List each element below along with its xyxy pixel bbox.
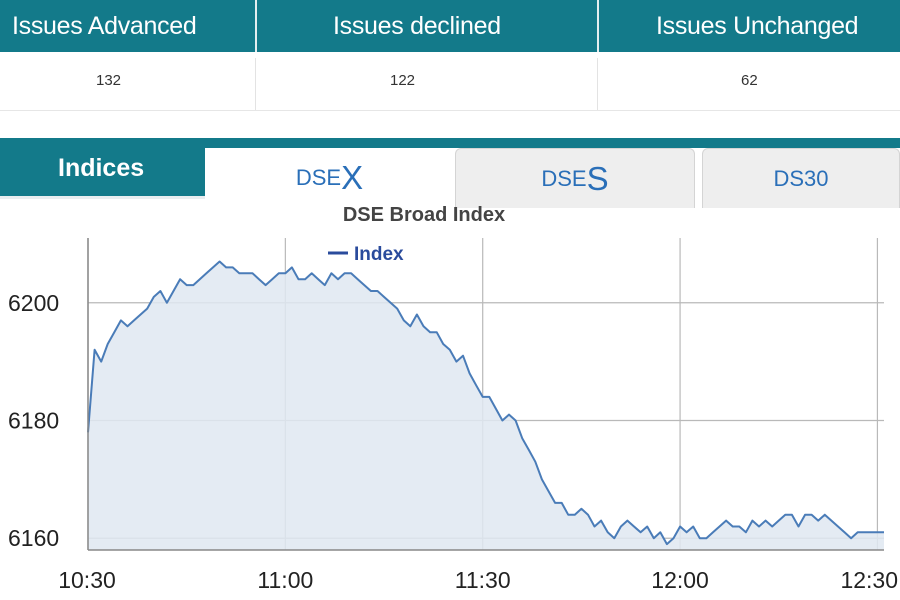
legend-label-index: Index (354, 244, 404, 265)
tab-ds30-label: DS30 (773, 165, 829, 191)
market-stats-header (0, 0, 900, 52)
issues-advanced-value: 132 (96, 72, 122, 89)
x-tick-label: 10:30 (58, 567, 116, 593)
value-divider (255, 58, 256, 110)
value-divider (597, 58, 598, 110)
x-tick-label: 12:30 (840, 567, 898, 593)
y-tick-label: 6160 (8, 525, 59, 551)
chart-labels: 10:30 11:00 11:30 12:00 12:30 6160 6180 6200 (8, 290, 898, 593)
x-tick-label: 11:30 (455, 567, 511, 593)
index-area (88, 261, 884, 550)
market-stats-values (0, 52, 900, 111)
y-tick-label: 6180 (8, 407, 59, 433)
tab-dsex-prefix: DSE (295, 165, 342, 190)
tab-dsex-suffix: X (341, 159, 364, 196)
issues-unchanged-value: 62 (741, 72, 758, 89)
x-tick-label: 11:00 (257, 567, 313, 593)
header-divider (597, 0, 599, 52)
tab-dses-suffix: S (586, 159, 609, 197)
tab-dses-prefix: DSE (541, 165, 587, 191)
tab-bar (0, 138, 900, 148)
chart-axes (87, 238, 884, 551)
tab-ds30[interactable]: DS30 (702, 148, 900, 208)
tab-dses[interactable]: DSE S (455, 148, 695, 208)
issues-unchanged-header: Issues Unchanged (656, 11, 859, 40)
issues-declined-value: 122 (390, 72, 416, 89)
issues-declined-header: Issues declined (333, 11, 501, 40)
chart-title: DSE Broad Index (343, 204, 505, 226)
x-tick-label: 12:00 (651, 567, 709, 593)
index-line (87, 260, 884, 546)
y-tick-label: 6200 (8, 290, 59, 316)
issues-advanced-header: Issues Advanced (12, 11, 197, 40)
tab-dsex[interactable]: DSE X (208, 148, 451, 208)
tab-indices-underline (0, 196, 205, 199)
header-divider (255, 0, 257, 52)
tab-indices[interactable]: Indices (0, 138, 205, 198)
